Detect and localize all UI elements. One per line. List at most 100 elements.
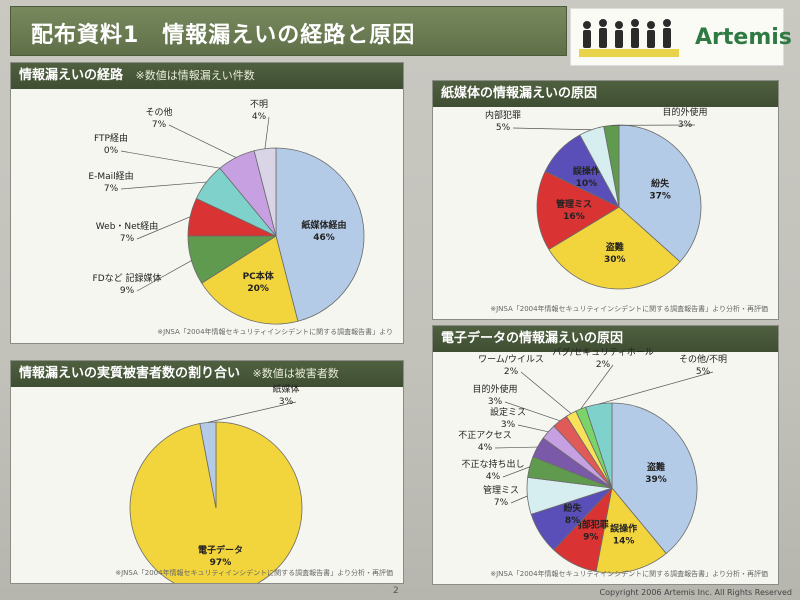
- pie-slice: [201, 235, 299, 325]
- pie-slice: [611, 402, 698, 555]
- panel-title: 情報漏えいの実質被害者数の割り合い: [19, 366, 241, 381]
- slice-value: 7%: [104, 184, 119, 194]
- pie-slice: [275, 147, 365, 322]
- leader-line: [580, 364, 614, 410]
- slice-label: Web・Net経由: [96, 220, 158, 232]
- pie-slice: [536, 170, 620, 251]
- panel-title: 紙媒体の情報漏えいの原因: [441, 86, 598, 101]
- slice-label: 紛失: [564, 502, 583, 514]
- copyright: Copyright 2006 Artemis Inc. All Rights R…: [599, 588, 792, 597]
- slice-label: 誤操作: [573, 165, 600, 177]
- slice-label: 電子データ: [198, 544, 243, 556]
- slice-value: 3%: [678, 120, 693, 130]
- slice-value: 4%: [252, 112, 267, 122]
- leader-line: [510, 495, 528, 504]
- slice-value: 39%: [645, 475, 667, 485]
- leader-line: [494, 446, 538, 449]
- panel-title: 情報漏えいの経路: [19, 68, 124, 83]
- slice-label: ワーム/ウイルス: [478, 354, 544, 365]
- pie-slice: [595, 487, 667, 574]
- slice-value: 2%: [504, 367, 519, 377]
- slice-label: 設定ミス: [490, 406, 526, 418]
- leader-line: [120, 150, 220, 169]
- slice-value: 4%: [486, 472, 501, 482]
- pie-chart: 紛失 37% 盗難 30% 管理ミス 16% 誤操作 10% 内部犯罪 5% 目的外使用 3%: [485, 106, 708, 290]
- page-number: 2: [393, 586, 399, 596]
- slice-value: 0%: [104, 146, 119, 156]
- pie-chart: 盗難 39% 誤操作 14% 内部犯罪 9% 紛失 8% 管理ミス 7% 不正な持ち出し 4% 不正アク…: [458, 346, 727, 574]
- slice-label: 誤操作: [610, 522, 637, 534]
- leader-line: [512, 127, 592, 131]
- slice-value: 9%: [583, 533, 598, 543]
- slice-label: 不正な持ち出し: [461, 458, 524, 470]
- slice-label: PC本体: [243, 270, 275, 282]
- slice-label: 紛失: [651, 178, 670, 190]
- slice-value: 16%: [563, 212, 585, 222]
- pie-slice: [548, 206, 681, 290]
- title-bar: 配布資料1 情報漏えいの経路と原因: [10, 6, 567, 56]
- pie-chart: 紙媒体経由 46% PC本体 20% FDなど 記録媒体 9% Web・Net経由 7% E-M…: [88, 99, 365, 325]
- slice-value: 5%: [696, 367, 711, 377]
- pie-slice: [129, 421, 303, 583]
- slice-value: 2%: [596, 360, 611, 370]
- logo-text: Artemis: [695, 25, 792, 50]
- slice-label: FDなど 記録媒体: [93, 272, 162, 284]
- panel-digital-causes: 電子データの情報漏えいの原因 盗難 39% 誤操作 14% 内部犯罪 9% 紛失 8% 管理ミス…: [432, 325, 779, 585]
- slice-label: 紙媒体経由: [302, 219, 347, 231]
- slice-value: 3%: [501, 420, 516, 430]
- slice-value: 46%: [313, 233, 335, 243]
- slice-value: 7%: [494, 498, 509, 508]
- panel-note: ※数値は情報漏えい件数: [135, 69, 255, 82]
- leader-line: [517, 424, 549, 433]
- slice-value: 8%: [565, 516, 580, 526]
- slice-value: 30%: [604, 255, 626, 265]
- people-silhouette-icon: [579, 19, 679, 57]
- slice-label: その他/不明: [679, 353, 727, 365]
- panel-route: 情報漏えいの経路 ※数値は情報漏えい件数 紙媒体経由 46% PC本体 20% FDなど…: [10, 62, 404, 344]
- slice-label: 目的外使用: [662, 106, 707, 118]
- leader-line: [136, 216, 191, 240]
- leader-line: [520, 371, 572, 414]
- leader-line: [136, 260, 192, 292]
- slice-label: E-Mail経由: [88, 170, 133, 182]
- panel-title: 電子データの情報漏えいの原因: [441, 331, 624, 346]
- panel-header: 情報漏えいの経路 ※数値は情報漏えい件数: [11, 63, 403, 89]
- slice-label: FTP経由: [94, 132, 128, 144]
- slice-value: 5%: [496, 123, 511, 133]
- slice-label: 盗難: [606, 241, 624, 253]
- leader-line: [207, 401, 297, 423]
- panel-header: 電子データの情報漏えいの原因: [433, 326, 778, 352]
- leader-line: [598, 371, 714, 405]
- slice-value: 3%: [279, 397, 294, 407]
- panel-paper-causes: 紙媒体の情報漏えいの原因 紛失 37% 盗難 30% 管理ミス 16% 誤操作 10% 内部犯罪…: [432, 80, 779, 320]
- leader-line: [502, 466, 530, 478]
- slice-label: 管理ミス: [556, 198, 592, 210]
- panel-header: 紙媒体の情報漏えいの原因: [433, 81, 778, 107]
- slice-value: 7%: [120, 234, 135, 244]
- slice-value: 3%: [488, 397, 503, 407]
- slice-value: 37%: [649, 192, 671, 202]
- slice-label: 内部犯罪: [573, 519, 609, 531]
- slice-value: 4%: [478, 443, 493, 453]
- slice-label: 不正アクセス: [458, 430, 512, 441]
- slice-value: 9%: [120, 286, 135, 296]
- slice-value: 97%: [210, 558, 232, 568]
- panel-header: 情報漏えいの実質被害者数の割り合い ※数値は被害者数: [11, 361, 403, 387]
- pie-slice: [253, 147, 277, 237]
- pie-slice: [618, 124, 702, 263]
- panel-victims: 情報漏えいの実質被害者数の割り合い ※数値は被害者数 電子データ 97% 紙媒体 3%…: [10, 360, 404, 584]
- slice-label: 目的外使用: [472, 383, 517, 395]
- logo: Artemis: [570, 8, 792, 66]
- leader-line: [168, 124, 237, 158]
- source-note: ※JNSA「2004年情報セキュリティインシデントに関する調査報告書」より分析・…: [490, 305, 768, 313]
- slice-label: 管理ミス: [483, 484, 519, 496]
- slice-label: バグ/セキュリティホール: [552, 346, 654, 358]
- slice-label: 内部犯罪: [485, 109, 521, 121]
- leader-line: [504, 401, 561, 422]
- slice-value: 7%: [152, 120, 167, 130]
- slice-value: 10%: [576, 179, 598, 189]
- source-note: ※JNSA「2004年情報セキュリティインシデントに関する調査報告書」より分析・…: [490, 570, 768, 578]
- leader-line: [264, 116, 270, 149]
- slice-label: 盗難: [647, 461, 665, 473]
